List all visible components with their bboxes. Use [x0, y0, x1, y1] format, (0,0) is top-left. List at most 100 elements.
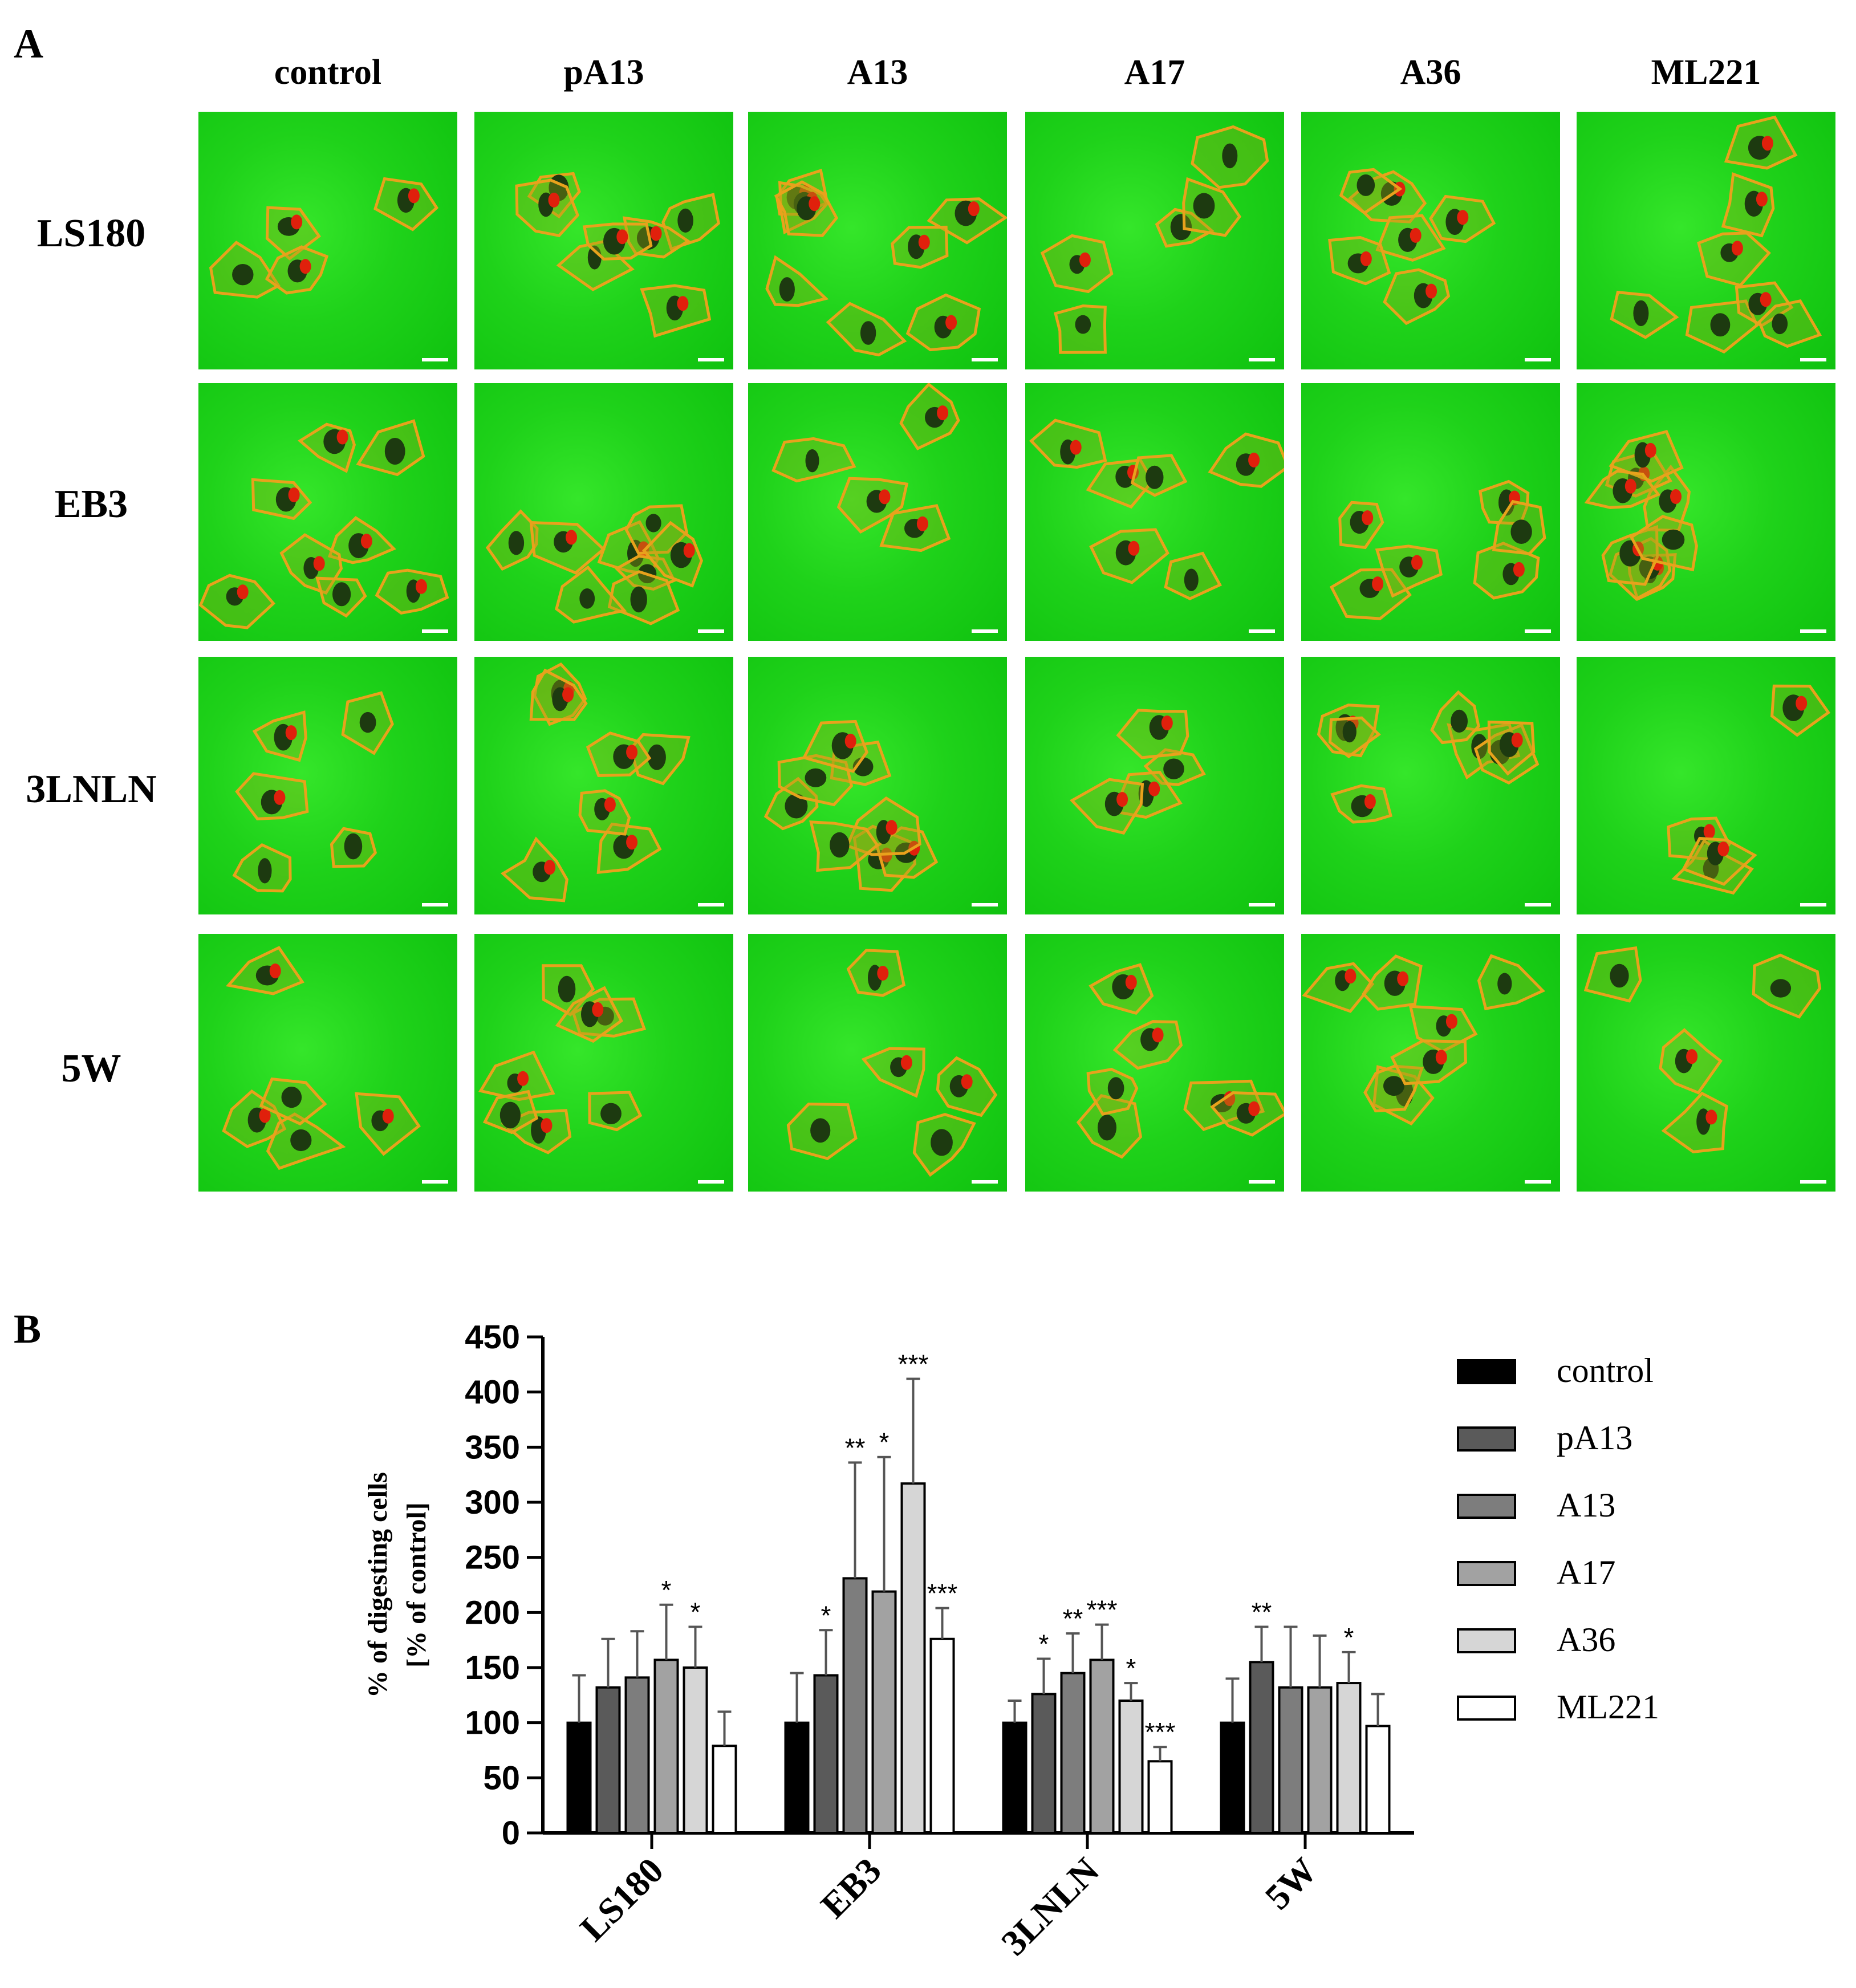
bar — [1060, 1672, 1086, 1835]
digest-spot — [626, 835, 638, 850]
digest-spot — [683, 543, 695, 558]
cell-nucleus — [630, 586, 647, 613]
cell-nucleus — [1610, 963, 1629, 988]
digest-spot — [1796, 696, 1808, 711]
cell-nucleus — [499, 1101, 521, 1129]
cell-nucleus — [232, 264, 254, 286]
cell-drawing — [1329, 479, 1546, 620]
bar — [1365, 1725, 1391, 1835]
significance-label: * — [691, 1597, 701, 1627]
digest-spot — [604, 797, 616, 812]
digest-spot — [313, 556, 325, 571]
digest-spot — [916, 516, 928, 531]
cell-drawing — [763, 719, 939, 892]
micrograph-tile — [748, 112, 1007, 369]
bar — [813, 1674, 839, 1834]
cell-nucleus — [1184, 568, 1199, 591]
digest-spot — [900, 1055, 912, 1070]
scale-bar — [1249, 358, 1275, 361]
bar — [1336, 1682, 1362, 1834]
digest-spot — [1116, 792, 1128, 807]
scale-bar — [698, 629, 724, 633]
digest-spot — [1411, 555, 1423, 570]
row-label: LS180 — [36, 212, 146, 255]
scale-bar — [698, 903, 724, 906]
bar — [1220, 1721, 1245, 1835]
y-tick-label: 50 — [483, 1759, 520, 1796]
significance-label: * — [1126, 1653, 1136, 1683]
column-label: ML221 — [1651, 53, 1761, 92]
bar — [1147, 1760, 1173, 1834]
cell-nucleus — [852, 757, 874, 777]
cell-nucleus — [1451, 709, 1468, 733]
legend-swatch — [1457, 1359, 1516, 1384]
panel-b-letter: B — [14, 1306, 42, 1352]
digest-spot — [1670, 489, 1682, 504]
cell-nucleus — [344, 833, 363, 860]
bar — [1249, 1661, 1274, 1834]
cell-nucleus — [805, 449, 819, 473]
cell-nucleus — [332, 582, 351, 607]
cell-drawing — [478, 964, 647, 1154]
cell-nucleus — [1342, 721, 1357, 743]
y-tick-label: 350 — [465, 1429, 520, 1466]
digest-spot — [1761, 136, 1773, 151]
cell-drawing — [1328, 168, 1496, 326]
legend-swatch — [1457, 1628, 1516, 1653]
legend-label: A17 — [1557, 1554, 1616, 1591]
micrograph-tile — [1025, 383, 1284, 641]
significance-label: *** — [1145, 1717, 1176, 1747]
cell-drawing — [209, 177, 439, 299]
digest-spot — [1686, 1049, 1698, 1064]
legend-label: pA13 — [1557, 1419, 1633, 1457]
bar — [624, 1676, 650, 1835]
significance-label: * — [821, 1600, 831, 1630]
y-tick-label: 450 — [465, 1319, 520, 1356]
y-tick-label: 300 — [465, 1484, 520, 1521]
digest-spot — [1511, 733, 1523, 748]
micrograph-tile — [1025, 934, 1284, 1192]
y-tick-label: 400 — [465, 1374, 520, 1411]
scale-bar — [1800, 903, 1826, 906]
y-tick-label: 200 — [465, 1594, 520, 1631]
cell-drawing — [485, 504, 703, 625]
cell-drawing — [786, 949, 998, 1177]
cell-nucleus — [1497, 973, 1512, 995]
micrograph-tile — [474, 383, 733, 641]
digest-spot — [945, 315, 957, 330]
digest-spot — [592, 1002, 604, 1017]
legend-swatch — [1457, 1494, 1516, 1519]
row-label: 5W — [61, 1047, 121, 1091]
cell-nucleus — [677, 208, 693, 233]
scale-bar — [972, 358, 998, 361]
digest-spot — [650, 226, 662, 241]
cell-nucleus — [1146, 465, 1164, 489]
micrograph-tile — [198, 657, 457, 914]
bar — [929, 1637, 955, 1834]
bar — [595, 1686, 621, 1834]
bar — [1307, 1686, 1333, 1834]
cell-drawing — [1302, 954, 1546, 1126]
scale-bar — [1525, 358, 1551, 361]
digest-spot — [1079, 252, 1091, 267]
scale-bar — [1525, 903, 1551, 906]
panel-a-letter: A — [14, 21, 43, 67]
digest-spot — [291, 214, 303, 230]
digest-spot — [1248, 452, 1260, 467]
cell-nucleus — [931, 1129, 953, 1156]
digest-spot — [1703, 824, 1715, 839]
cell-nucleus — [1193, 193, 1215, 219]
significance-label: * — [1039, 1629, 1049, 1659]
micrograph-tile — [1577, 383, 1835, 641]
cell-nucleus — [1357, 174, 1375, 196]
digest-spot — [1624, 478, 1636, 494]
cell-nucleus — [1710, 313, 1731, 337]
bar — [871, 1590, 897, 1834]
bar — [712, 1745, 737, 1834]
digest-spot — [1360, 251, 1372, 266]
cell-nucleus — [587, 245, 602, 270]
digest-spot — [562, 687, 574, 702]
cell-nucleus — [779, 277, 795, 302]
digest-spot — [879, 489, 891, 505]
row-label: EB3 — [54, 482, 128, 526]
